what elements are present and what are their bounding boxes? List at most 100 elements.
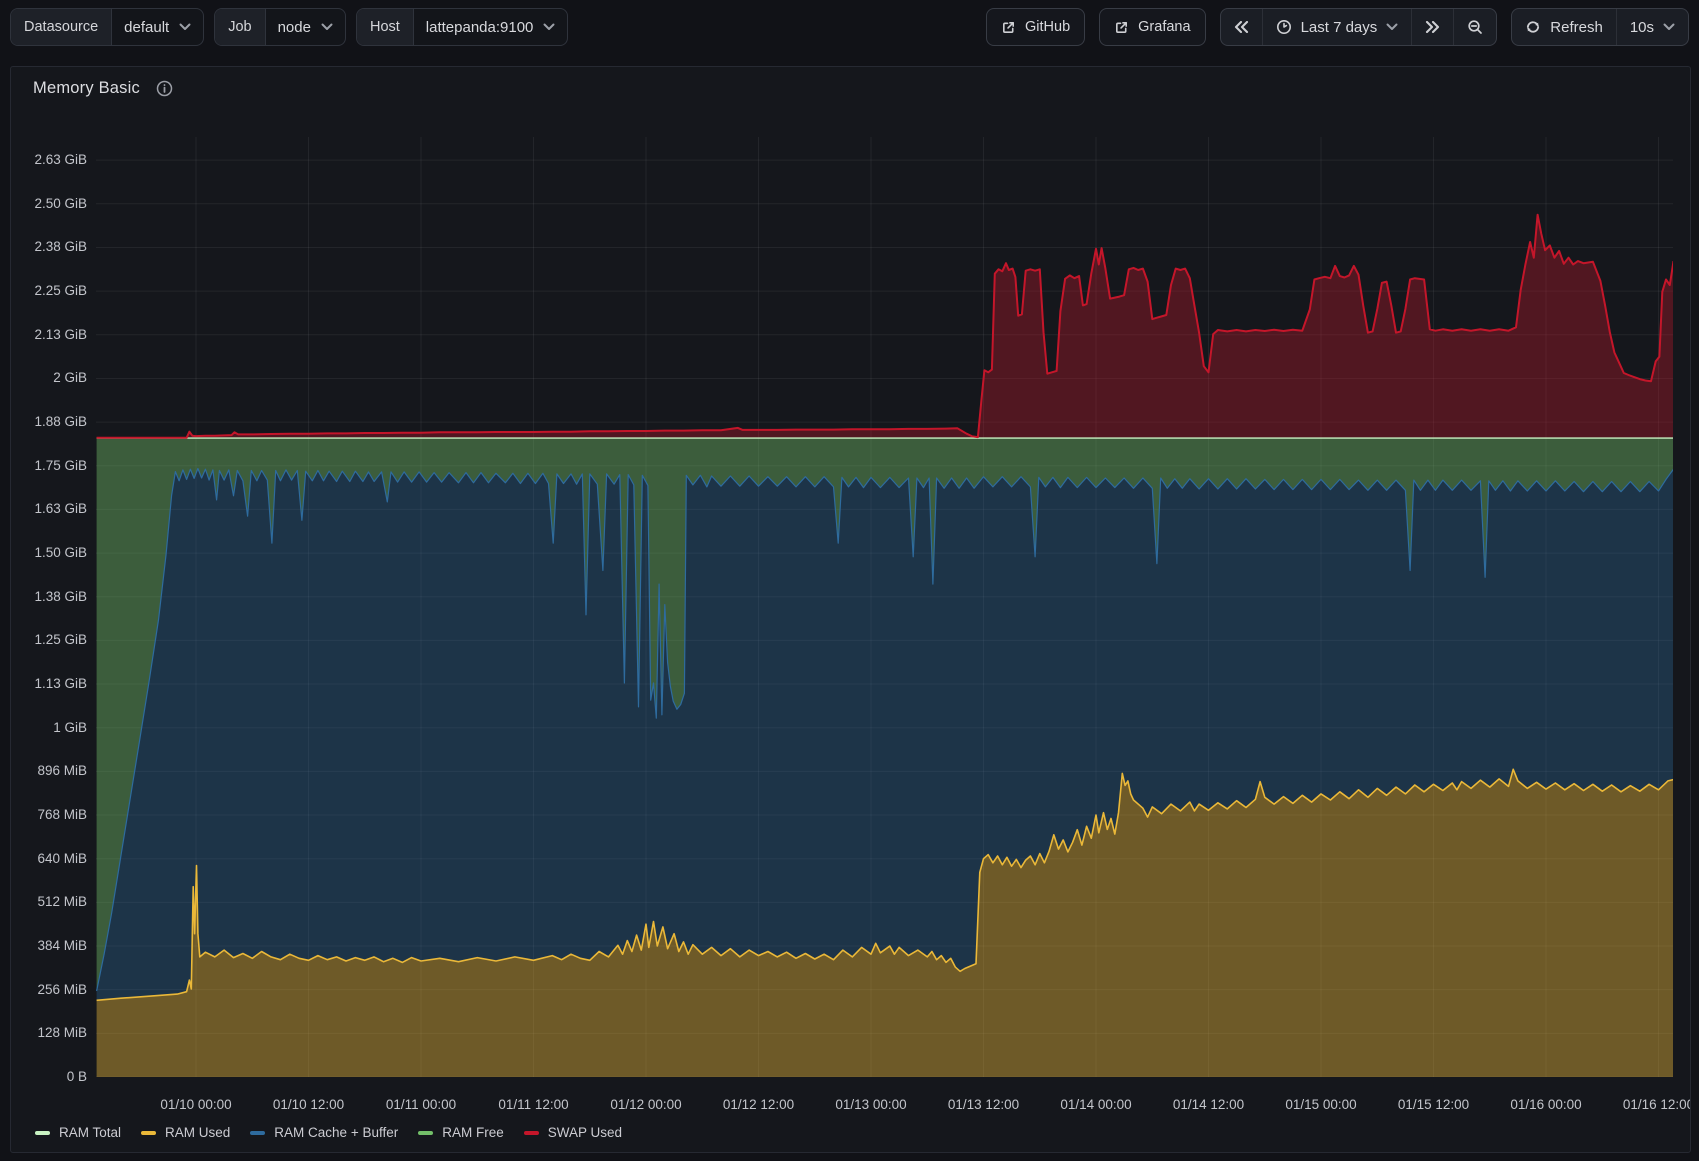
y-axis-tick-label: 1.25 GiB (11, 631, 87, 649)
variable-datasource: Datasource default (10, 8, 204, 46)
external-link-icon (1001, 20, 1016, 35)
x-axis-tick-label: 01/10 00:00 (136, 1097, 256, 1112)
y-axis-tick-label: 1.75 GiB (11, 457, 87, 475)
y-axis-tick-label: 1.50 GiB (11, 544, 87, 562)
legend-item-ram-cache-buffer[interactable]: RAM Cache + Buffer (250, 1125, 398, 1140)
grafana-link-label: Grafana (1138, 19, 1190, 35)
variable-label: Job (215, 9, 265, 45)
legend-swatch (141, 1131, 156, 1135)
variable-value: default (124, 19, 169, 36)
legend-item-ram-free[interactable]: RAM Free (418, 1125, 504, 1140)
time-range-controls: Last 7 days (1220, 8, 1498, 46)
clock-icon (1276, 19, 1292, 35)
x-axis-tick-label: 01/11 00:00 (361, 1097, 481, 1112)
chevron-down-icon (1663, 23, 1675, 31)
x-axis-tick-label: 01/11 12:00 (474, 1097, 594, 1112)
y-axis-tick-label: 2 GiB (11, 369, 87, 387)
grafana-link-button[interactable]: Grafana (1099, 8, 1205, 46)
legend-item-ram-total[interactable]: RAM Total (35, 1125, 121, 1140)
variable-value: node (278, 19, 311, 36)
github-link-label: GitHub (1025, 19, 1070, 35)
legend-swatch (250, 1131, 265, 1135)
chevron-down-icon (321, 23, 333, 31)
zoom-out-button[interactable] (1454, 9, 1496, 45)
time-shift-forward-button[interactable] (1412, 9, 1454, 45)
y-axis-tick-label: 768 MiB (11, 806, 87, 824)
variable-label: Datasource (11, 9, 112, 45)
variable-value-dropdown[interactable]: default (112, 9, 203, 45)
dashboard-toolbar: Datasource default Jobnode Host lattepanda:9… (10, 8, 1689, 46)
y-axis-tick-label: 2.38 GiB (11, 238, 87, 256)
variable-value-dropdown[interactable]: node (266, 9, 345, 45)
memory-chart[interactable] (96, 137, 1673, 1077)
x-axis-tick-label: 01/16 12:00 (1599, 1097, 1692, 1112)
memory-basic-panel: Memory Basic 2.63 GiB 2.50 GiB 2.38 GiB 2.2… (10, 66, 1691, 1153)
y-axis-tick-label: 1.63 GiB (11, 500, 87, 518)
variable-job: Jobnode (214, 8, 346, 46)
x-axis-tick-label: 01/12 00:00 (586, 1097, 706, 1112)
legend-item-ram-used[interactable]: RAM Used (141, 1125, 230, 1140)
info-icon[interactable] (156, 80, 173, 97)
legend-label: RAM Total (59, 1125, 121, 1140)
x-axis-tick-label: 01/13 12:00 (924, 1097, 1044, 1112)
y-axis-tick-label: 2.25 GiB (11, 282, 87, 300)
panel-title: Memory Basic (33, 79, 140, 98)
chevron-down-icon (179, 23, 191, 31)
time-range-picker[interactable]: Last 7 days (1263, 9, 1413, 45)
legend-label: RAM Free (442, 1125, 504, 1140)
external-link-icon (1114, 20, 1129, 35)
legend-swatch (524, 1131, 539, 1135)
y-axis-tick-label: 1.13 GiB (11, 675, 87, 693)
area-swap-used (97, 215, 1673, 438)
y-axis-tick-label: 1.88 GiB (11, 413, 87, 431)
toolbar-right: GitHub Grafana (986, 8, 1689, 46)
y-axis-tick-label: 2.63 GiB (11, 151, 87, 169)
y-axis-tick-label: 384 MiB (11, 937, 87, 955)
double-chevron-left-icon (1234, 21, 1249, 33)
time-shift-back-button[interactable] (1221, 9, 1263, 45)
x-axis-tick-label: 01/14 12:00 (1149, 1097, 1269, 1112)
variable-label: Host (357, 9, 414, 45)
chart-legend: RAM Total RAM Used RAM Cache + Buffer RAM F… (35, 1125, 622, 1140)
zoom-out-icon (1467, 19, 1483, 35)
github-link-button[interactable]: GitHub (986, 8, 1085, 46)
legend-label: SWAP Used (548, 1125, 622, 1140)
double-chevron-right-icon (1425, 21, 1440, 33)
chevron-down-icon (543, 23, 555, 31)
grafana-dashboard: Datasource default Jobnode Host lattepanda:9… (0, 0, 1699, 1161)
x-axis-tick-label: 01/14 00:00 (1036, 1097, 1156, 1112)
refresh-label: Refresh (1550, 19, 1603, 36)
legend-swatch (35, 1131, 50, 1135)
y-axis-tick-label: 256 MiB (11, 981, 87, 999)
y-axis-tick-label: 128 MiB (11, 1024, 87, 1042)
x-axis-tick-label: 01/16 00:00 (1486, 1097, 1606, 1112)
refresh-interval-value: 10s (1630, 19, 1654, 36)
y-axis-tick-label: 1 GiB (11, 719, 87, 737)
x-axis-tick-label: 01/12 12:00 (699, 1097, 819, 1112)
legend-label: RAM Used (165, 1125, 230, 1140)
y-axis-tick-label: 512 MiB (11, 893, 87, 911)
y-axis-tick-label: 640 MiB (11, 850, 87, 868)
refresh-interval-dropdown[interactable]: 10s (1617, 9, 1688, 45)
x-axis-tick-label: 01/10 12:00 (249, 1097, 369, 1112)
legend-item-swap-used[interactable]: SWAP Used (524, 1125, 622, 1140)
panel-header: Memory Basic (33, 79, 173, 98)
refresh-icon (1525, 19, 1541, 35)
y-axis-tick-label: 0 B (11, 1068, 87, 1086)
refresh-button[interactable]: Refresh (1512, 9, 1617, 45)
variable-value-dropdown[interactable]: lattepanda:9100 (414, 9, 568, 45)
time-range-label: Last 7 days (1301, 19, 1378, 36)
y-axis-tick-label: 2.13 GiB (11, 326, 87, 344)
legend-swatch (418, 1131, 433, 1135)
legend-label: RAM Cache + Buffer (274, 1125, 398, 1140)
y-axis-tick-label: 1.38 GiB (11, 588, 87, 606)
variable-controls: Datasource default Jobnode Host lattepanda:9… (10, 8, 578, 46)
variable-host: Host lattepanda:9100 (356, 8, 568, 46)
x-axis-tick-label: 01/15 12:00 (1374, 1097, 1494, 1112)
y-axis-tick-label: 896 MiB (11, 762, 87, 780)
x-axis-tick-label: 01/15 00:00 (1261, 1097, 1381, 1112)
x-axis-tick-label: 01/13 00:00 (811, 1097, 931, 1112)
y-axis-tick-label: 2.50 GiB (11, 195, 87, 213)
chevron-down-icon (1386, 23, 1398, 31)
variable-value: lattepanda:9100 (426, 19, 534, 36)
